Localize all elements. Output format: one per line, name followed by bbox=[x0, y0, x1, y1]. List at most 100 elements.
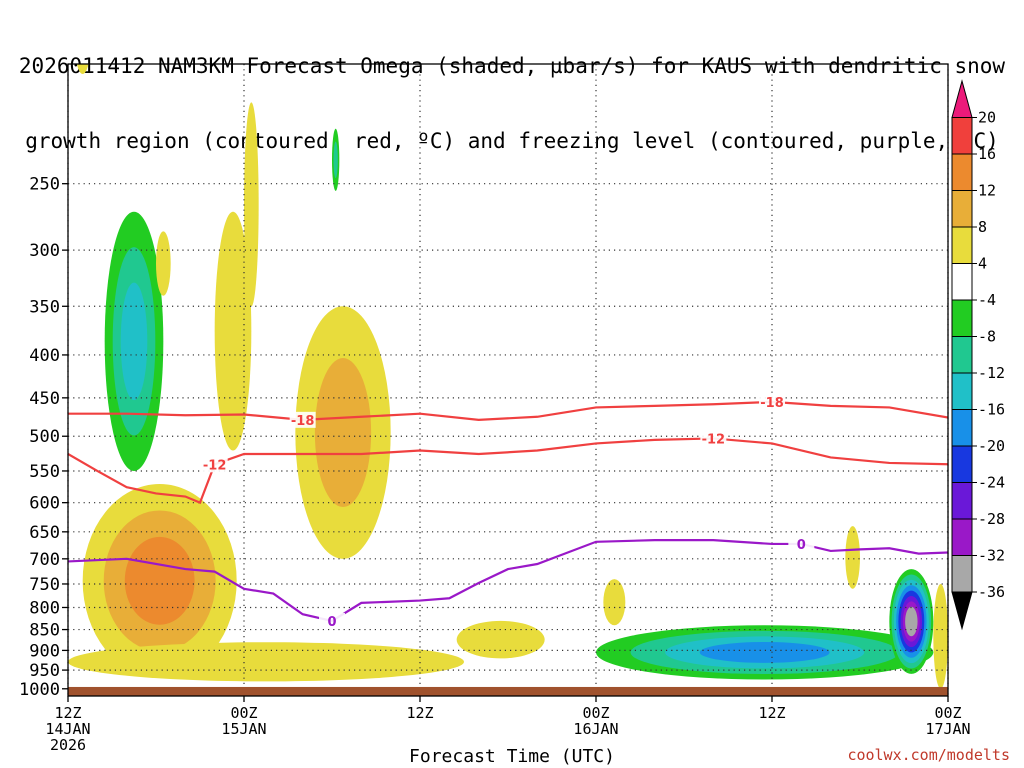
omega-region-11 bbox=[214, 211, 252, 451]
contour-label: -18 bbox=[291, 414, 315, 429]
gridlines bbox=[67, 64, 949, 696]
y-tick-label: 700 bbox=[29, 550, 60, 570]
omega-shade-level bbox=[905, 606, 918, 637]
omega-shade-level bbox=[76, 64, 89, 74]
colorbar-label: -24 bbox=[978, 474, 1005, 492]
y-tick-label: 750 bbox=[29, 575, 60, 595]
y-tick-label: 550 bbox=[29, 462, 60, 482]
omega-shade-level bbox=[333, 141, 338, 179]
colorbar-cap-top bbox=[951, 79, 973, 118]
x-tick-label: 00Z bbox=[934, 704, 961, 722]
contour-label: 0 bbox=[797, 538, 806, 553]
colorbar-swatch bbox=[951, 153, 973, 191]
colorbar-swatch bbox=[951, 555, 973, 593]
x-tick-label: 00Z bbox=[230, 704, 257, 722]
colorbar: 20 16 12 8 4 -4 -8 -12 -16 -20 -24 -28 -32 -36 bbox=[951, 79, 1005, 631]
x-tick-label: 14JAN bbox=[45, 720, 90, 738]
colorbar-label: 20 bbox=[978, 109, 996, 127]
plot-frame bbox=[67, 63, 949, 697]
colorbar-label: -12 bbox=[978, 364, 1005, 382]
colorbar-swatch bbox=[951, 299, 973, 337]
x-tick-label: 15JAN bbox=[221, 720, 266, 738]
omega-region-6 bbox=[295, 306, 391, 559]
colorbar-swatch bbox=[951, 117, 973, 155]
colorbar-label: 4 bbox=[978, 255, 987, 273]
colorbar-cap-bottom bbox=[951, 591, 973, 631]
y-tick-label: 500 bbox=[29, 427, 60, 447]
omega-region-15 bbox=[933, 583, 948, 689]
omega-region-8 bbox=[456, 620, 545, 659]
omega-region-10 bbox=[156, 231, 171, 296]
y-tick-label: 400 bbox=[29, 346, 60, 366]
contour-label-bg bbox=[201, 456, 228, 473]
ground-layer bbox=[68, 686, 948, 696]
omega-region-3 bbox=[596, 625, 934, 680]
y-tick-label: 300 bbox=[29, 241, 60, 261]
omega-shade-level bbox=[124, 536, 195, 625]
omega-shade-level bbox=[314, 358, 372, 508]
omega-shade-level bbox=[244, 102, 259, 307]
omega-region-1 bbox=[104, 211, 164, 471]
contour-label: -12 bbox=[702, 432, 726, 447]
omega-region-13 bbox=[603, 579, 626, 626]
omega-region-12 bbox=[244, 102, 259, 307]
omega-shade-level bbox=[120, 282, 148, 401]
omega-shading bbox=[68, 64, 948, 689]
ground-fill bbox=[68, 686, 948, 696]
colorbar-label: -32 bbox=[978, 547, 1005, 565]
contour-label: 0 bbox=[327, 615, 336, 630]
colorbar-swatch bbox=[951, 336, 973, 374]
chart-title: 2026011412 NAM3KM Forecast Omega (shaded… bbox=[0, 4, 1024, 179]
omega-shade-level bbox=[603, 579, 626, 626]
y-axis: 2503003504004505005506006507007508008509… bbox=[19, 175, 68, 700]
y-tick-label: 850 bbox=[29, 621, 60, 641]
dgz-bottom-line bbox=[68, 437, 948, 505]
x-tick-label: 2026 bbox=[50, 736, 86, 754]
omega-shade-level bbox=[933, 583, 948, 689]
contour-label: -12 bbox=[203, 458, 227, 473]
omega-shade-level bbox=[68, 642, 464, 682]
contour-label-bg bbox=[759, 393, 785, 410]
colorbar-label: 16 bbox=[978, 145, 996, 163]
y-tick-label: 900 bbox=[29, 641, 60, 661]
colorbar-swatch bbox=[951, 263, 973, 301]
omega-shade-level bbox=[456, 620, 545, 659]
x-tick-label: 00Z bbox=[582, 704, 609, 722]
y-tick-label: 650 bbox=[29, 523, 60, 543]
y-tick-label: 600 bbox=[29, 494, 60, 514]
x-tick-label: 12Z bbox=[406, 704, 433, 722]
colorbar-label: -36 bbox=[978, 583, 1005, 601]
x-tick-label: 12Z bbox=[54, 704, 81, 722]
omega-shade-level bbox=[699, 641, 830, 663]
omega-region-2 bbox=[332, 128, 340, 191]
omega-region-14 bbox=[845, 526, 861, 589]
colorbar-label: 8 bbox=[978, 218, 987, 236]
colorbar-swatch bbox=[951, 372, 973, 410]
omega-region-9 bbox=[76, 64, 89, 74]
omega-shade-level bbox=[156, 231, 171, 296]
colorbar-label: -16 bbox=[978, 401, 1005, 419]
credit-text[interactable]: coolwx.com/modelts bbox=[847, 746, 1010, 764]
x-tick-label: 12Z bbox=[758, 704, 785, 722]
colorbar-swatch bbox=[951, 445, 973, 483]
colorbar-swatch bbox=[951, 190, 973, 228]
contour-label: -18 bbox=[760, 396, 784, 411]
y-tick-label: 250 bbox=[29, 175, 60, 195]
contour-label-bg bbox=[700, 430, 727, 447]
dgz-top-line bbox=[68, 400, 948, 421]
omega-shade-level bbox=[845, 526, 861, 589]
title-line-2: growth region (contoured, red, ºC) and f… bbox=[25, 129, 999, 153]
y-tick-label: 800 bbox=[29, 598, 60, 618]
colorbar-label: -20 bbox=[978, 437, 1005, 455]
colorbar-swatch bbox=[951, 518, 973, 556]
colorbar-swatch bbox=[951, 226, 973, 264]
colorbar-label: -28 bbox=[978, 510, 1005, 528]
y-tick-label: 350 bbox=[29, 297, 60, 317]
omega-region-4 bbox=[889, 569, 934, 674]
contour-lines: -18 -18 -12 -12 0 0 bbox=[68, 393, 948, 630]
omega-shade-level bbox=[214, 211, 252, 451]
colorbar-label: -4 bbox=[978, 291, 996, 309]
x-tick-label: 17JAN bbox=[925, 720, 970, 738]
